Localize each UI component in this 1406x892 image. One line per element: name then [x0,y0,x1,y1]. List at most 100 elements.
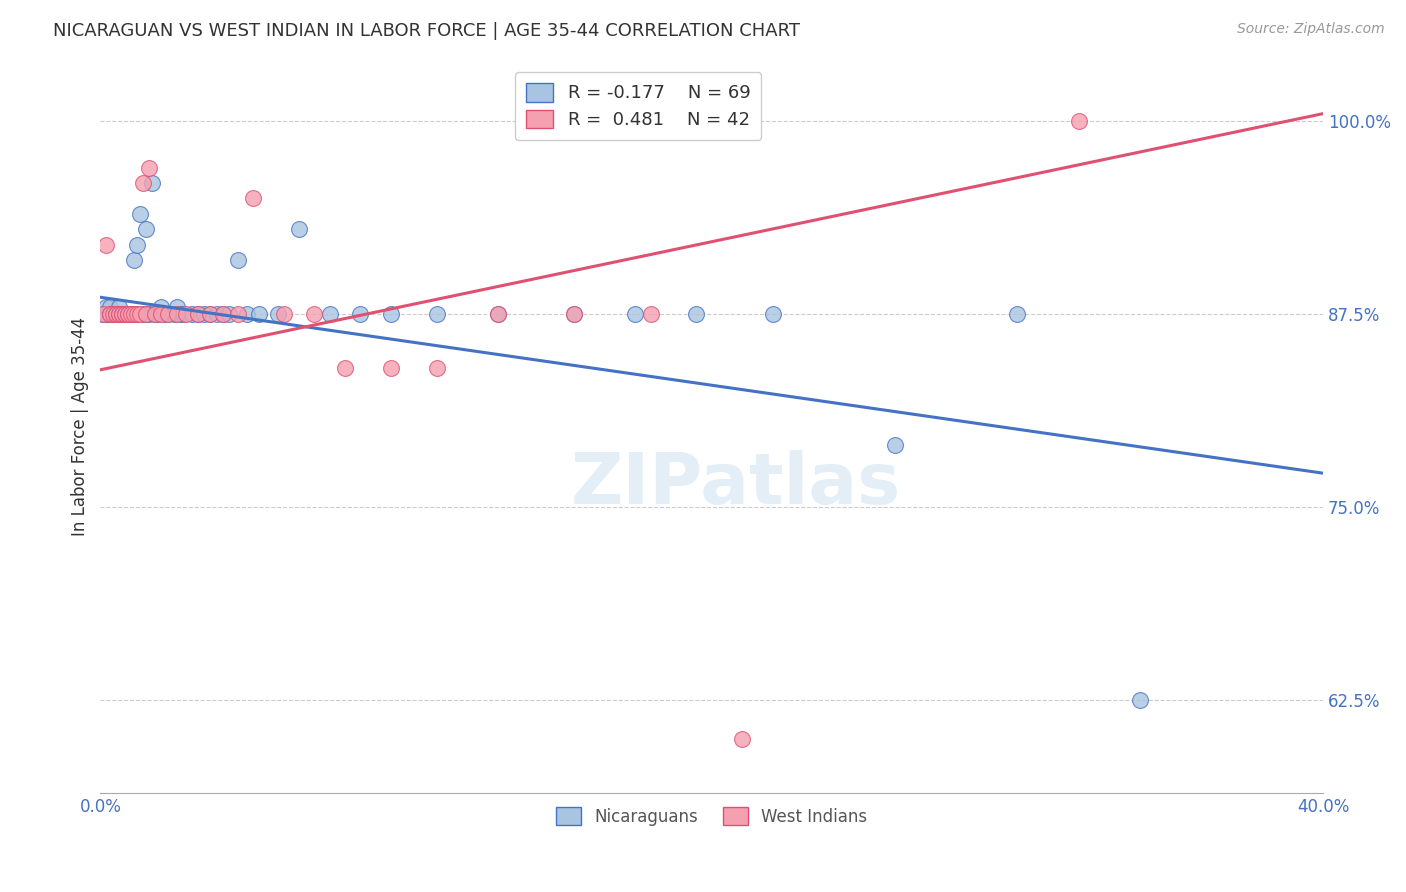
Point [236,307,259,321]
Point [114,307,136,321]
Point [731,731,754,746]
Point [884,438,907,452]
Point [333,361,356,376]
Point [218,307,240,321]
Point [200,307,222,321]
Point [98,300,121,314]
Point [104,307,127,321]
Point [163,307,186,321]
Point [104,307,127,321]
Point [107,307,129,321]
Point [96,237,118,252]
Point [426,361,449,376]
Point [117,307,139,321]
Point [211,307,233,321]
Point [111,307,134,321]
Point [166,307,188,321]
Point [141,176,163,190]
Point [101,307,124,321]
Point [98,307,121,321]
Point [111,307,134,321]
Point [187,307,209,321]
Point [117,307,139,321]
Point [114,307,136,321]
Text: NICARAGUAN VS WEST INDIAN IN LABOR FORCE | AGE 35-44 CORRELATION CHART: NICARAGUAN VS WEST INDIAN IN LABOR FORCE… [53,22,800,40]
Point [104,307,127,321]
Point [98,307,121,321]
Point [114,307,136,321]
Point [148,307,170,321]
Point [93,307,115,321]
Point [111,307,134,321]
Point [122,253,145,268]
Point [101,307,124,321]
Point [562,307,585,321]
Point [169,307,191,321]
Point [150,300,173,314]
Point [205,307,228,321]
Point [117,307,139,321]
Point [181,307,204,321]
Point [304,307,326,321]
Point [117,307,139,321]
Point [120,307,142,321]
Point [93,307,115,321]
Point [187,307,209,321]
Point [380,361,402,376]
Point [117,307,139,321]
Point [132,307,155,321]
Text: Source: ZipAtlas.com: Source: ZipAtlas.com [1237,22,1385,37]
Point [93,307,115,321]
Point [111,307,134,321]
Point [125,307,148,321]
Point [122,307,145,321]
Point [153,307,176,321]
Point [122,307,145,321]
Point [156,307,179,321]
Point [318,307,340,321]
Point [129,307,152,321]
Point [135,307,157,321]
Point [107,307,129,321]
Point [114,307,136,321]
Point [640,307,662,321]
Point [101,307,124,321]
Point [150,307,173,321]
Point [624,307,647,321]
Legend: Nicaraguans, West Indians: Nicaraguans, West Indians [546,797,877,836]
Point [120,307,142,321]
Point [135,307,157,321]
Point [288,222,311,236]
Point [226,307,249,321]
Point [104,307,127,321]
Point [380,307,402,321]
Point [156,307,179,321]
Point [145,307,167,321]
Point [226,253,249,268]
Point [107,307,129,321]
Point [273,307,295,321]
Point [107,300,129,314]
Point [486,307,509,321]
Point [685,307,707,321]
Point [98,307,121,321]
Point [125,237,148,252]
Y-axis label: In Labor Force | Age 35-44: In Labor Force | Age 35-44 [72,317,89,536]
Point [174,307,197,321]
Point [242,192,264,206]
Text: ZIPatlas: ZIPatlas [571,450,901,519]
Point [1067,114,1090,128]
Point [172,307,194,321]
Point [211,307,233,321]
Point [486,307,509,321]
Point [266,307,288,321]
Point [138,307,160,321]
Point [145,307,167,321]
Point [120,307,142,321]
Point [247,307,270,321]
Point [138,161,160,175]
Point [200,307,222,321]
Point [101,307,124,321]
Point [762,307,785,321]
Point [96,300,118,314]
